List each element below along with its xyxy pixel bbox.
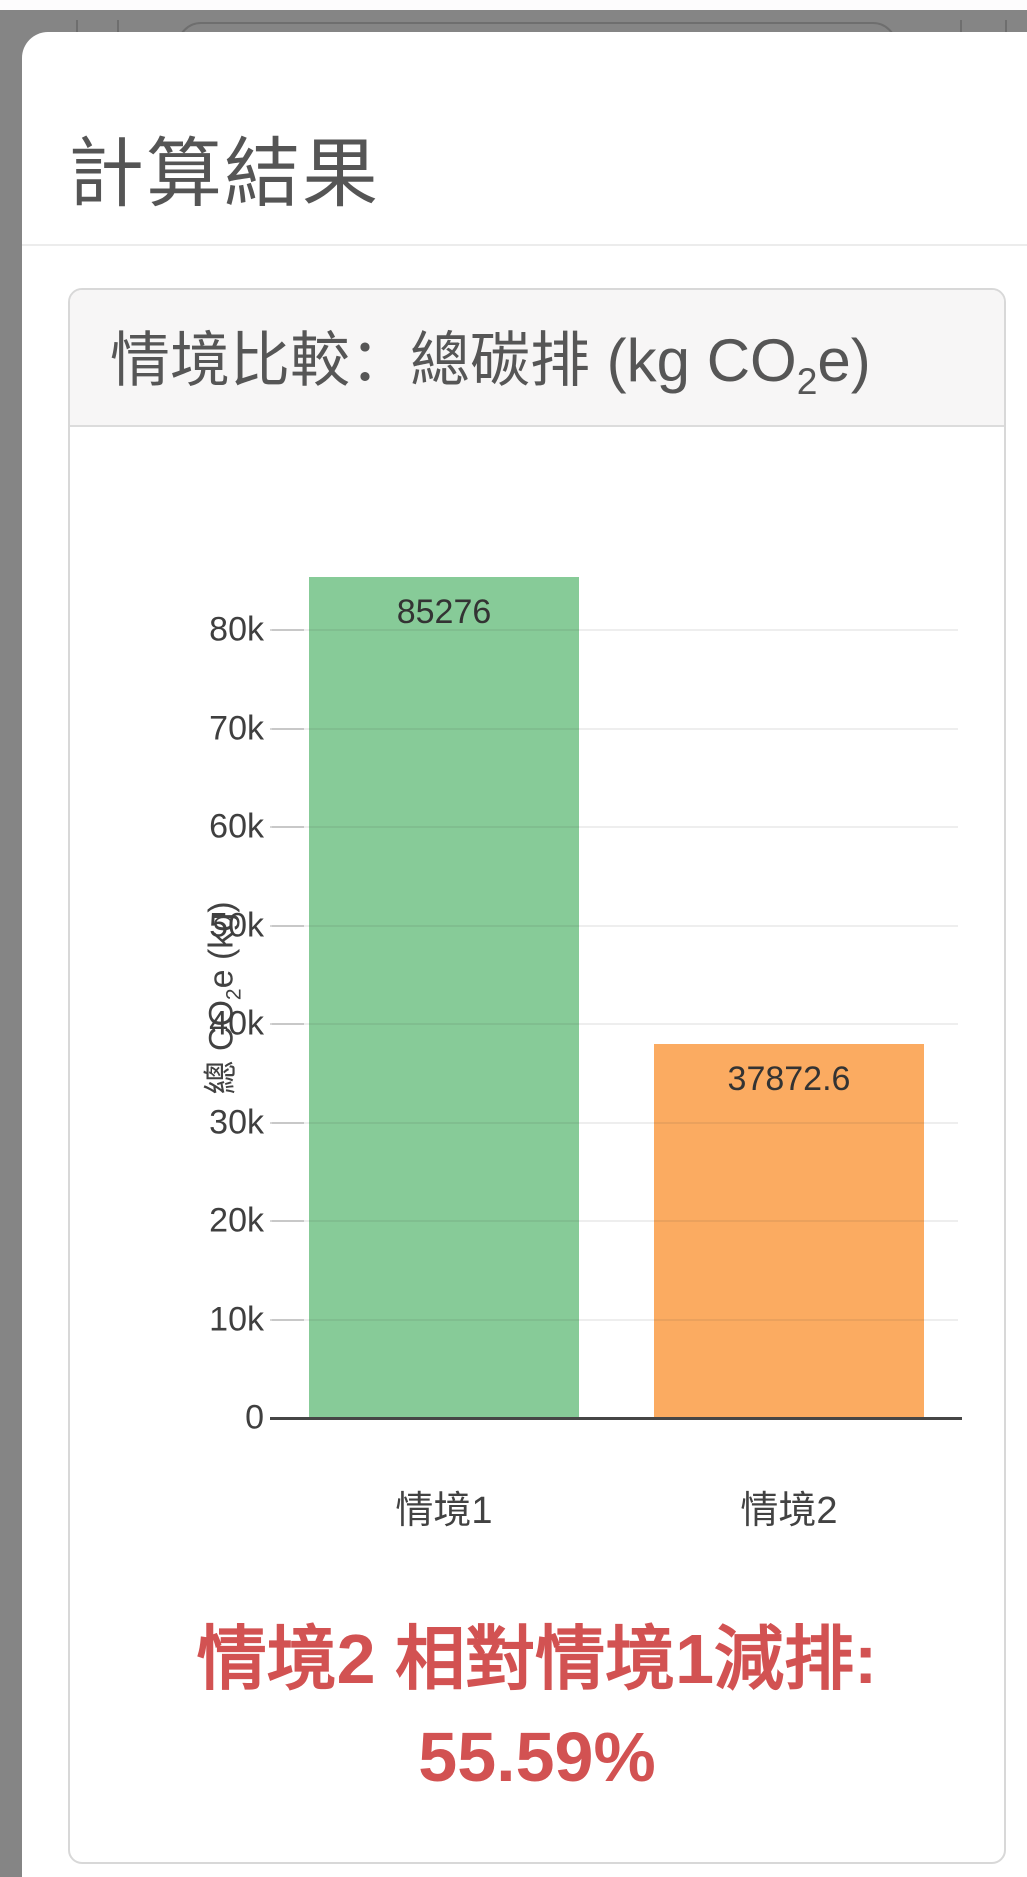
reduction-summary-line1: 情境2 相對情境1減排: [196, 1620, 878, 1698]
gridline [272, 1318, 958, 1321]
gridline [272, 629, 958, 631]
y-tick-label: 80k [209, 610, 264, 649]
gridline [272, 1220, 958, 1222]
bar-情境2[interactable] [654, 1043, 924, 1417]
page-title: 計算結果 [68, 131, 380, 217]
y-axis-tick [270, 1121, 304, 1124]
x-category-label: 情境2 [740, 1490, 838, 1532]
y-tick-label: 10k [209, 1300, 264, 1338]
bar-情境1[interactable] [309, 577, 579, 1417]
reduction-summary: 情境2 相對情境1減排: 55.59% [70, 1610, 1004, 1806]
y-tick-label: 20k [209, 1201, 264, 1240]
y-tick-label: 60k [209, 807, 264, 846]
card-title-suffix: e) [817, 327, 871, 394]
y-tick-label: 50k [209, 906, 264, 944]
gridline [272, 1023, 958, 1025]
y-axis-tick [270, 727, 304, 730]
y-axis-tick [270, 629, 304, 631]
results-modal: 計算結果 情境比較：總碳排 (kg CO2e) 總 CO2e (kg) 0 10k… [22, 32, 1027, 1877]
card-title-subscript: 2 [796, 360, 818, 402]
divider [22, 244, 1027, 246]
y-tick-label: 30k [209, 1103, 264, 1141]
y-axis-tick [270, 924, 304, 927]
card-title-text: 情境比較：總碳排 (kg CO [110, 327, 797, 394]
gridline [272, 924, 958, 927]
comparison-card: 情境比較：總碳排 (kg CO2e) 總 CO2e (kg) 0 10k 20k 30… [68, 288, 1006, 1864]
bar-value-label: 85276 [396, 593, 492, 632]
y-axis-tick [270, 1023, 304, 1025]
y-tick-label: 40k [209, 1004, 264, 1043]
bar-value-label: 37872.6 [727, 1059, 851, 1098]
bar-chart: 總 CO2e (kg) 0 10k 20k 30k 40k 50k 60k 70k 80k 85… [70, 427, 1004, 1532]
y-tick-label: 0 [245, 1398, 264, 1437]
y-axis-tick [270, 1220, 304, 1222]
gridline [272, 826, 958, 828]
x-category-label: 情境1 [395, 1490, 493, 1532]
reduction-summary-line2: 55.59% [418, 1718, 656, 1796]
gridline [272, 727, 958, 730]
gridline [272, 1121, 958, 1124]
y-axis-title-subscript: 2 [222, 988, 246, 1001]
y-tick-label: 70k [209, 709, 264, 747]
card-header: 情境比較：總碳排 (kg CO2e) [70, 290, 1004, 427]
y-axis-tick [270, 1318, 304, 1321]
y-axis-tick [270, 826, 304, 828]
x-axis-line [270, 1417, 962, 1420]
card-title: 情境比較：總碳排 (kg CO2e) [70, 312, 871, 403]
